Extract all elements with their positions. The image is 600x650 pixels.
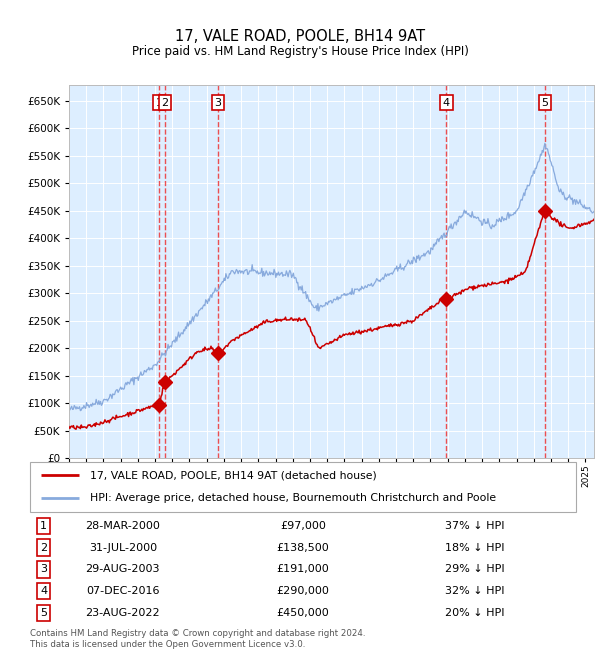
Text: 31-JUL-2000: 31-JUL-2000 [89,543,157,552]
Text: £97,000: £97,000 [280,521,326,530]
Text: 1: 1 [155,98,163,108]
Text: Price paid vs. HM Land Registry's House Price Index (HPI): Price paid vs. HM Land Registry's House … [131,46,469,58]
Text: £138,500: £138,500 [277,543,329,552]
Text: 4: 4 [443,98,450,108]
Text: 2: 2 [40,543,47,552]
Text: 3: 3 [40,564,47,575]
Text: 5: 5 [40,608,47,618]
Text: £290,000: £290,000 [277,586,329,596]
Text: 28-MAR-2000: 28-MAR-2000 [85,521,160,530]
Text: 17, VALE ROAD, POOLE, BH14 9AT (detached house): 17, VALE ROAD, POOLE, BH14 9AT (detached… [90,471,377,480]
Text: £450,000: £450,000 [277,608,329,618]
FancyBboxPatch shape [30,462,576,512]
Text: 29% ↓ HPI: 29% ↓ HPI [445,564,505,575]
Text: 2: 2 [161,98,169,108]
Text: 3: 3 [215,98,221,108]
Text: 29-AUG-2003: 29-AUG-2003 [86,564,160,575]
Text: 32% ↓ HPI: 32% ↓ HPI [445,586,505,596]
Text: 37% ↓ HPI: 37% ↓ HPI [445,521,505,530]
Text: Contains HM Land Registry data © Crown copyright and database right 2024.
This d: Contains HM Land Registry data © Crown c… [30,629,365,649]
Text: 17, VALE ROAD, POOLE, BH14 9AT: 17, VALE ROAD, POOLE, BH14 9AT [175,29,425,44]
Text: 20% ↓ HPI: 20% ↓ HPI [445,608,505,618]
Text: 07-DEC-2016: 07-DEC-2016 [86,586,160,596]
Text: 23-AUG-2022: 23-AUG-2022 [86,608,160,618]
Text: 18% ↓ HPI: 18% ↓ HPI [445,543,505,552]
Text: 1: 1 [40,521,47,530]
Text: HPI: Average price, detached house, Bournemouth Christchurch and Poole: HPI: Average price, detached house, Bour… [90,493,496,503]
Text: £191,000: £191,000 [277,564,329,575]
Text: 5: 5 [541,98,548,108]
Text: 4: 4 [40,586,47,596]
